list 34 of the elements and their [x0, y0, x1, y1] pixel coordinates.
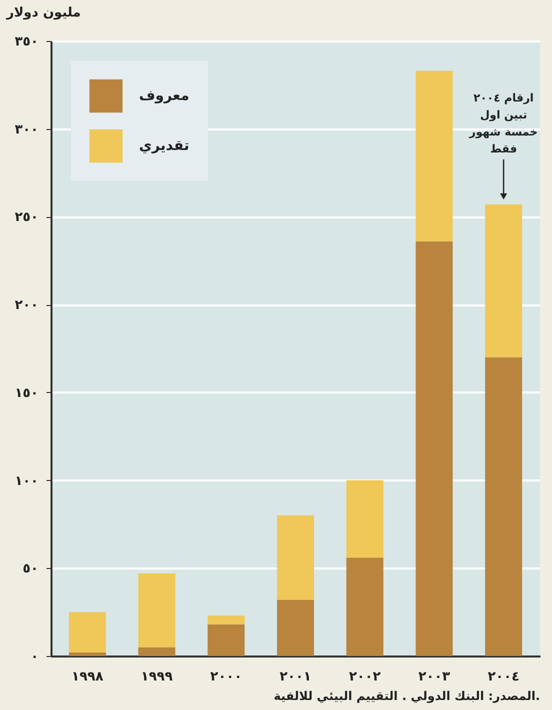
x-tick-label: ٢٠٠١ — [280, 670, 312, 684]
y-tick-label: ١٥٠ — [14, 386, 38, 401]
x-tick-label: ٢٠٠٠ — [210, 670, 242, 684]
y-tick-label: ٢٠٠ — [14, 298, 38, 314]
bar — [416, 70, 453, 242]
y-tick-label: ٢٥٠ — [14, 210, 38, 226]
legend-label: معروف — [139, 88, 190, 104]
bar — [68, 652, 106, 656]
bar — [277, 600, 314, 656]
y-tick-label: ٥٠ — [22, 562, 38, 577]
y-tick-label: ٣٠٠ — [14, 122, 38, 138]
bar — [208, 616, 245, 624]
bar — [485, 357, 522, 656]
x-tick-label: ١٩٩٨ — [72, 670, 104, 684]
bar — [346, 558, 384, 656]
x-tick-label: ٢٠٠٢ — [348, 670, 381, 684]
text: المصدر: البنك الدولي . التقييم البيئي للالفية. — [274, 689, 540, 703]
y-tick-label: ٠ — [30, 650, 38, 664]
y-tick-label: ١٠٠ — [14, 474, 38, 489]
x-tick-label: ٢٠٠٤ — [488, 670, 520, 684]
bar — [485, 204, 522, 358]
bar — [346, 480, 384, 558]
bar — [138, 573, 176, 648]
x-tick-label: ٢٠٠٣ — [418, 670, 450, 684]
bar — [416, 241, 453, 656]
bar — [138, 647, 176, 656]
bar — [277, 515, 314, 600]
x-tick-label: ١٩٩٩ — [140, 670, 173, 684]
annotation: ارقام ٢٠٠٤ تبين اول خمسة شهور فقط — [468, 91, 538, 156]
bar — [68, 612, 106, 652]
y-axis-title: مليون دولار — [6, 6, 81, 20]
legend-label: تقديري — [139, 138, 190, 154]
bar — [208, 624, 245, 656]
y-tick-label: ٣٥٠ — [14, 34, 38, 50]
